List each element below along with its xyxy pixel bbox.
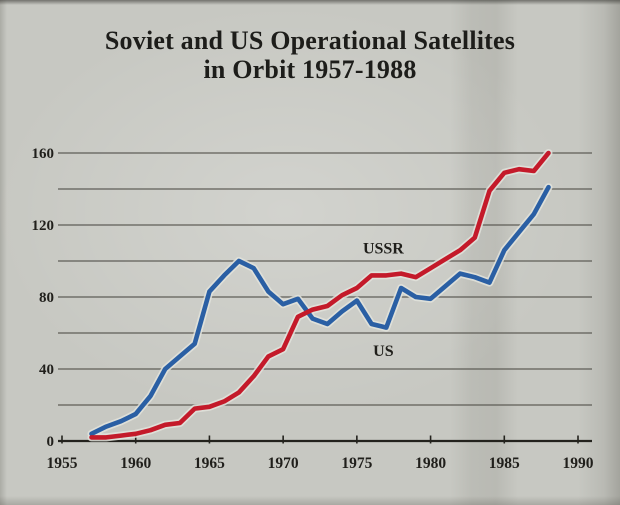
series-label-ussr: USSR <box>363 240 404 257</box>
y-tick-label-80: 80 <box>39 290 54 306</box>
y-tick-label-40: 40 <box>39 362 54 378</box>
axis-and-series-labels: 1955 1960 1965 1970 1975 1980 1985 1990 0 40 80 120… <box>32 146 594 472</box>
x-tick-label-1990: 1990 <box>563 455 594 472</box>
x-tick-label-1955: 1955 <box>47 455 78 472</box>
chart-title-line-2: in Orbit 1957-1988 <box>203 55 417 84</box>
series-label-us: US <box>373 343 394 360</box>
x-tick-label-1975: 1975 <box>341 455 372 472</box>
x-tick-label-1980: 1980 <box>415 455 446 472</box>
x-tick-label-1965: 1965 <box>194 455 225 472</box>
x-tick-label-1985: 1985 <box>489 455 520 472</box>
series-line-us <box>89 184 551 437</box>
grid-lines <box>58 152 592 406</box>
chart-title-line-1: Soviet and US Operational Satellites <box>104 26 516 55</box>
series-halo-ussr <box>87 149 553 442</box>
x-tick-label-1960: 1960 <box>120 455 151 472</box>
chart-title: Soviet and US Operational Satellites in … <box>0 26 620 84</box>
x-axis <box>58 435 592 444</box>
y-tick-label-160: 160 <box>32 146 55 162</box>
y-tick-label-120: 120 <box>32 218 55 234</box>
series-line-ussr <box>89 150 551 440</box>
data-series <box>89 150 551 440</box>
y-tick-label-0: 0 <box>47 434 55 450</box>
line-halos <box>87 149 553 442</box>
x-tick-label-1970: 1970 <box>268 455 299 472</box>
